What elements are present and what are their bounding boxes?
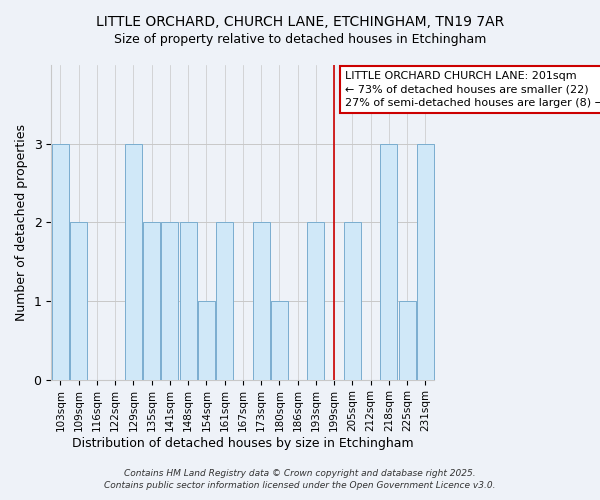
- Bar: [271, 301, 288, 380]
- Text: LITTLE ORCHARD CHURCH LANE: 201sqm
← 73% of detached houses are smaller (22)
27%: LITTLE ORCHARD CHURCH LANE: 201sqm ← 73%…: [345, 72, 600, 108]
- Bar: [180, 222, 197, 380]
- Bar: [143, 222, 160, 380]
- Bar: [70, 222, 87, 380]
- Bar: [161, 222, 178, 380]
- Bar: [125, 144, 142, 380]
- Text: Contains HM Land Registry data © Crown copyright and database right 2025.
Contai: Contains HM Land Registry data © Crown c…: [104, 468, 496, 490]
- Bar: [52, 144, 69, 380]
- Text: Size of property relative to detached houses in Etchingham: Size of property relative to detached ho…: [114, 32, 486, 46]
- Bar: [307, 222, 324, 380]
- Bar: [253, 222, 269, 380]
- Bar: [216, 222, 233, 380]
- Bar: [198, 301, 215, 380]
- Text: LITTLE ORCHARD, CHURCH LANE, ETCHINGHAM, TN19 7AR: LITTLE ORCHARD, CHURCH LANE, ETCHINGHAM,…: [96, 15, 504, 29]
- Bar: [399, 301, 416, 380]
- X-axis label: Distribution of detached houses by size in Etchingham: Distribution of detached houses by size …: [72, 437, 414, 450]
- Bar: [344, 222, 361, 380]
- Y-axis label: Number of detached properties: Number of detached properties: [15, 124, 28, 321]
- Bar: [417, 144, 434, 380]
- Bar: [380, 144, 397, 380]
